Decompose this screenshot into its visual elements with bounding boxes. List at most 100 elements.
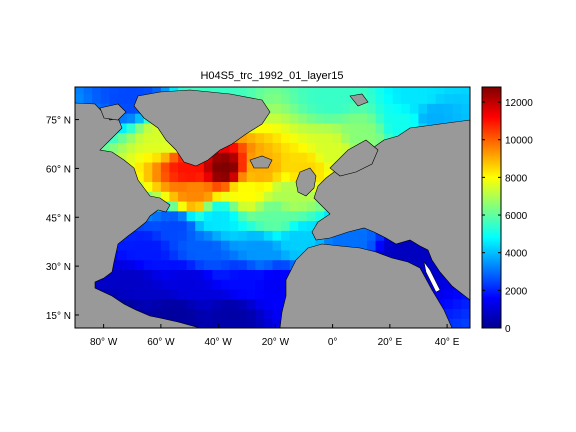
field-cell: [289, 181, 299, 192]
field-cell: [143, 132, 153, 143]
field-cell: [418, 87, 428, 95]
field-cell: [212, 298, 222, 310]
field-cell: [375, 93, 385, 104]
field-cell: [272, 298, 282, 310]
field-cell: [255, 132, 265, 143]
field-cell: [160, 161, 171, 173]
field-cell: [263, 269, 274, 280]
field-cell: [203, 249, 213, 261]
field-cell: [117, 93, 128, 104]
field-cell: [246, 210, 256, 222]
plot-frame: [74, 86, 471, 329]
field-cell: [366, 113, 377, 124]
field-cell: [126, 259, 136, 270]
field-cell: [126, 288, 136, 300]
field-cell: [220, 210, 231, 222]
field-cell: [255, 93, 265, 104]
field-cell: [263, 132, 274, 143]
field-cell: [384, 113, 394, 124]
field-cell: [238, 259, 248, 270]
field-cell: [298, 191, 308, 202]
field-cell: [281, 161, 291, 173]
field-cell: [246, 152, 256, 163]
field-cell: [186, 171, 196, 183]
field-cell: [238, 230, 248, 241]
field-cell: [306, 240, 317, 251]
arctic-island: [99, 103, 127, 121]
field-cell: [392, 113, 402, 124]
field-cell: [186, 298, 196, 310]
field-cell: [366, 122, 377, 134]
field-cell: [358, 230, 368, 241]
field-cell: [135, 259, 145, 270]
field-cell: [375, 230, 385, 241]
field-cell: [203, 87, 213, 95]
field-cell: [255, 298, 265, 310]
colorbar-ticks: 0 2000 4000 6000 8000 10000 12000: [482, 98, 533, 335]
field-cell: [444, 279, 454, 290]
field-cell: [135, 279, 145, 290]
field-cell: [263, 122, 274, 134]
field-cell: [220, 240, 231, 251]
field-cell: [229, 142, 239, 153]
field-cell: [160, 171, 171, 183]
field-cell: [160, 269, 171, 280]
field-cell: [272, 181, 282, 192]
field-cell: [143, 308, 153, 319]
field-cell: [375, 113, 385, 124]
field-cell: [160, 87, 171, 95]
field-cell: [126, 142, 136, 153]
field-cell: [332, 103, 342, 114]
field-cell: [435, 93, 445, 104]
field-cell: [143, 249, 153, 261]
field-cell: [332, 87, 342, 95]
field-cell: [75, 87, 85, 95]
field-cell: [152, 171, 162, 183]
field-cell: [152, 288, 162, 300]
field-cell: [229, 240, 239, 251]
field-cell: [341, 93, 351, 104]
field-cell: [238, 200, 248, 212]
field-cell: [255, 122, 265, 134]
field-cell: [298, 210, 308, 222]
field-cell: [92, 87, 102, 95]
field-cell: [358, 122, 368, 134]
field-cell: [298, 240, 308, 251]
field-cell: [135, 240, 145, 251]
field-cell: [212, 191, 222, 202]
field-cell: [220, 288, 231, 300]
field-cell: [220, 200, 231, 212]
field-cell: [135, 122, 145, 134]
field-cell: [160, 298, 171, 310]
field-cell: [298, 200, 308, 212]
field-cell: [220, 191, 231, 202]
field-cell: [220, 171, 231, 183]
field-cell: [203, 220, 213, 231]
field-cell: [109, 93, 119, 104]
field-cell: [289, 122, 299, 134]
y-tick-label: 45° N: [46, 213, 71, 224]
field-cell: [272, 122, 282, 134]
field-cell: [281, 230, 291, 241]
field-cell: [212, 308, 222, 319]
field-cell: [186, 269, 196, 280]
colorbar-tick-label: 0: [505, 324, 511, 335]
field-cell: [220, 220, 231, 231]
field-cell: [461, 298, 470, 310]
field-cell: [324, 161, 334, 173]
field-cell: [289, 132, 299, 143]
field-cell: [255, 220, 265, 231]
field-cell: [263, 220, 274, 231]
field-cell: [281, 87, 291, 95]
field-cell: [135, 298, 145, 310]
field-cell: [358, 240, 368, 251]
field-cell: [109, 279, 119, 290]
field-cell: [203, 230, 213, 241]
field-cell: [358, 87, 368, 95]
field-cell: [263, 240, 274, 251]
field-cell: [263, 87, 274, 95]
field-cell: [358, 103, 368, 114]
field-cell: [289, 142, 299, 153]
field-cell: [298, 220, 308, 231]
field-cell: [169, 152, 179, 163]
